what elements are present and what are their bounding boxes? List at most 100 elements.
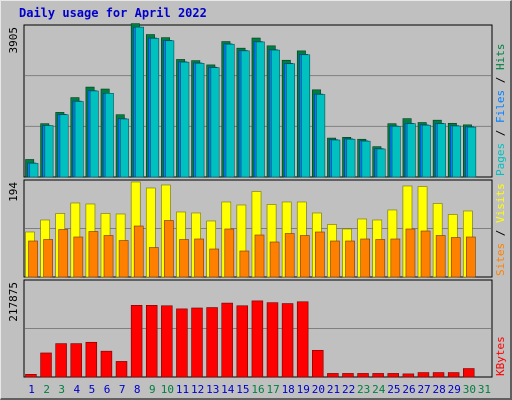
sites-bar <box>420 230 431 278</box>
kbytes-bar <box>55 343 67 378</box>
pages-bar <box>44 125 54 178</box>
x-tick-label: 31 <box>478 383 491 396</box>
x-tick-label: 27 <box>417 383 430 396</box>
pages-bar <box>74 101 84 178</box>
pages-bar <box>240 50 250 178</box>
x-tick-label: 22 <box>342 383 355 396</box>
x-tick-label: 10 <box>161 383 174 396</box>
kbytes-bar <box>115 361 128 378</box>
kbytes-bar <box>372 373 384 378</box>
pages-bar <box>225 43 235 178</box>
pages-bar <box>180 61 190 178</box>
sites-bar <box>360 238 371 278</box>
x-tick-label: 2 <box>43 383 50 396</box>
pages-bar <box>210 67 220 178</box>
sites-bar <box>390 238 401 278</box>
x-tick-label: 11 <box>176 383 189 396</box>
sites-bar <box>405 228 416 278</box>
x-tick-label: 4 <box>74 383 81 396</box>
sites-bar <box>209 248 220 278</box>
sites-bar <box>133 225 144 278</box>
kbytes-bar <box>85 341 98 378</box>
sites-bar <box>148 247 159 278</box>
pages-bar <box>346 138 356 178</box>
series-legend-visits-sites: Sites / Visits <box>494 183 507 276</box>
sites-bar <box>435 235 446 278</box>
sites-bar <box>58 229 69 278</box>
pages-bar <box>391 126 401 178</box>
legend-label-pages: Pages <box>494 143 507 176</box>
kbytes-bar <box>402 373 415 378</box>
x-tick-label: 30 <box>463 383 476 396</box>
pages-bar <box>165 40 175 178</box>
legend-label-visits: Visits <box>494 183 507 223</box>
pages-bar <box>316 94 326 178</box>
kbytes-bar <box>221 302 233 378</box>
kbytes-bar <box>447 372 460 378</box>
sites-bar <box>103 235 114 278</box>
pages-bar <box>376 148 386 178</box>
x-tick-label: 16 <box>251 383 264 396</box>
x-tick-label: 14 <box>221 383 235 396</box>
pages-bar <box>406 123 416 178</box>
sites-bar <box>28 240 38 278</box>
kbytes-bar <box>70 343 82 378</box>
sites-bar <box>164 220 174 278</box>
kbytes-bar <box>463 368 475 378</box>
sites-bar <box>239 250 250 278</box>
pages-bar <box>437 123 446 178</box>
pages-bar <box>286 63 295 178</box>
y-max-label-kbytes: 217875 <box>7 282 20 322</box>
kbytes-bar <box>342 373 354 378</box>
x-tick-label: 6 <box>104 383 111 396</box>
kbytes-bar <box>296 301 309 378</box>
x-tick-label: 9 <box>149 383 156 396</box>
pages-bar <box>89 90 99 178</box>
sites-bar <box>118 240 129 278</box>
x-tick-label: 8 <box>134 383 141 396</box>
kbytes-bar <box>327 373 339 378</box>
kbytes-bar <box>206 307 218 378</box>
x-tick-label: 19 <box>297 383 310 396</box>
kbytes-bar <box>100 350 113 378</box>
y-max-label-visits-sites: 194 <box>7 182 20 202</box>
legend-label-kbytes: KBytes <box>494 336 507 376</box>
pages-bar <box>301 54 311 178</box>
sites-bar <box>43 239 53 278</box>
kbytes-bar <box>432 372 445 378</box>
sites-bar <box>450 237 461 278</box>
pages-bar <box>452 125 462 178</box>
pages-bar <box>150 38 160 178</box>
legend-separator: / <box>494 223 507 243</box>
sites-bar <box>269 241 280 278</box>
series-legend-hits-files-pages: Pages / Files / Hits <box>494 44 507 177</box>
kbytes-bar <box>161 305 173 378</box>
sites-bar <box>194 238 204 278</box>
kbytes-bar <box>40 352 52 378</box>
pages-bar <box>421 124 431 178</box>
pages-bar <box>195 63 205 178</box>
sites-bar <box>224 228 235 278</box>
pages-bar <box>120 118 129 178</box>
x-tick-label: 12 <box>191 383 204 396</box>
pages-bar <box>104 93 114 178</box>
sites-bar <box>466 236 476 278</box>
x-tick-label: 26 <box>402 383 415 396</box>
kbytes-bar <box>312 349 324 378</box>
x-tick-label: 15 <box>236 383 249 396</box>
sites-bar <box>315 231 325 278</box>
x-tick-label: 20 <box>312 383 325 396</box>
sites-bar <box>330 240 340 278</box>
pages-bar <box>331 139 341 178</box>
sites-bar <box>345 240 355 278</box>
pages-bar <box>255 41 265 178</box>
series-legend-kbytes: KBytes <box>494 336 507 376</box>
legend-label-files: Files <box>494 90 507 123</box>
sites-bar <box>179 239 189 278</box>
kbytes-bar <box>266 302 279 378</box>
pages-bar <box>361 140 371 178</box>
kbytes-bar <box>236 305 249 378</box>
pages-bar <box>135 26 145 178</box>
x-tick-label: 29 <box>448 383 461 396</box>
